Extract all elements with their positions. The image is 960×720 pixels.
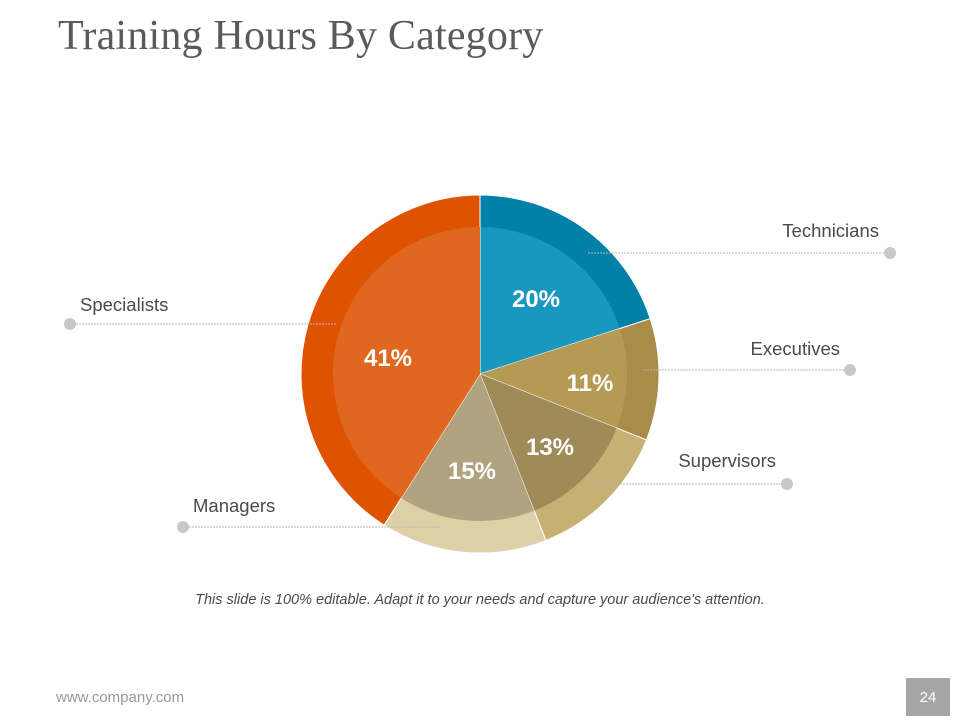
callout-dot-executives (844, 364, 856, 376)
callout-dot-specialists (64, 318, 76, 330)
slide-title: Training Hours By Category (58, 13, 544, 59)
category-label-managers: Managers (193, 495, 275, 516)
callout-dot-technicians (884, 247, 896, 259)
category-label-executives: Executives (751, 338, 840, 359)
pie-slice-inner-specialists (332, 227, 480, 499)
value-label-specialists: 41% (364, 345, 412, 372)
value-label-supervisors: 13% (526, 434, 574, 461)
callout-dot-supervisors (781, 478, 793, 490)
footer-url[interactable]: www.company.com (56, 689, 185, 706)
category-label-technicians: Technicians (782, 220, 879, 241)
category-label-specialists: Specialists (80, 294, 168, 315)
callout-dot-managers (177, 521, 189, 533)
pie-slice-inner-executives (480, 328, 628, 429)
slide-caption: This slide is 100% editable. Adapt it to… (195, 592, 765, 608)
page-number: 24 (906, 678, 950, 716)
pie-slices (300, 194, 660, 554)
pie-labels: Technicians 20% Executives 11% Supervisors 13… (80, 220, 879, 516)
category-label-supervisors: Supervisors (678, 450, 776, 471)
value-label-technicians: 20% (512, 286, 560, 313)
pie-slice-inner-technicians (480, 227, 620, 374)
pie-slice-inner-supervisors (480, 374, 617, 511)
value-label-executives: 11% (567, 370, 614, 397)
callout-lines (64, 247, 896, 533)
value-label-managers: 15% (448, 458, 496, 485)
pie-slice-inner-managers (401, 374, 535, 522)
